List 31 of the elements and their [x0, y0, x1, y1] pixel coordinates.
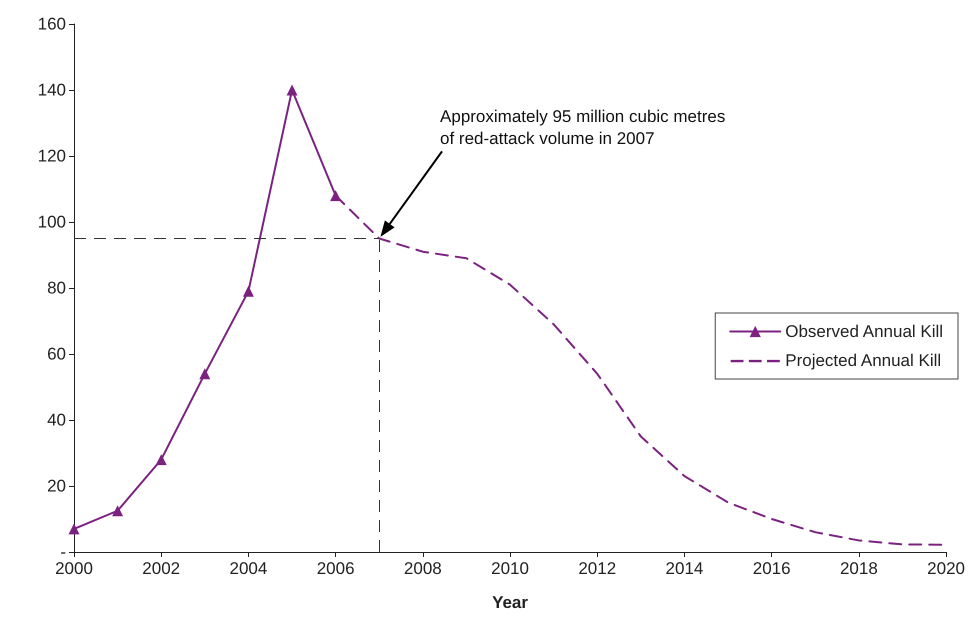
y-tick-label: 20: [47, 476, 66, 496]
legend-label: Projected Annual Kill: [785, 351, 942, 370]
y-tick-label: 60: [47, 344, 66, 364]
y-tick-label: -: [60, 542, 66, 562]
x-tick-label: 2006: [316, 559, 355, 578]
annotation: Approximately 95 million cubic metres of red-attack volume in 2007: [440, 106, 726, 148]
point: [156, 454, 167, 466]
point: [199, 368, 210, 380]
y-tick-label: 100: [38, 212, 66, 232]
x-tick-label: 2008: [404, 559, 442, 578]
legend-label: Observed Annual Kill: [785, 322, 944, 341]
point: [330, 190, 342, 202]
point: [68, 523, 80, 534]
y-tick-label: 120: [38, 146, 66, 166]
x-tick-label: 2016: [752, 559, 791, 578]
y-tick-label: 160: [38, 14, 66, 34]
x-tick-label: 2004: [230, 559, 268, 578]
y-tick-label: 40: [47, 410, 66, 430]
y-tick-label: 140: [38, 80, 66, 100]
x-tick-label: 2002: [142, 559, 180, 578]
x-tick-label: 2014: [666, 559, 704, 578]
x-tick-label: 2012: [578, 559, 616, 578]
x-tick-label: 2010: [491, 559, 529, 578]
x-tick-label: 2000: [55, 559, 93, 578]
y-tick-label: 80: [47, 278, 66, 298]
x-tick-label: 2020: [927, 559, 966, 578]
point: [286, 84, 298, 96]
x-axis-title: Year: [492, 593, 528, 612]
point: [112, 505, 124, 516]
x-tick-label: 2018: [840, 559, 878, 578]
point: [242, 286, 254, 297]
